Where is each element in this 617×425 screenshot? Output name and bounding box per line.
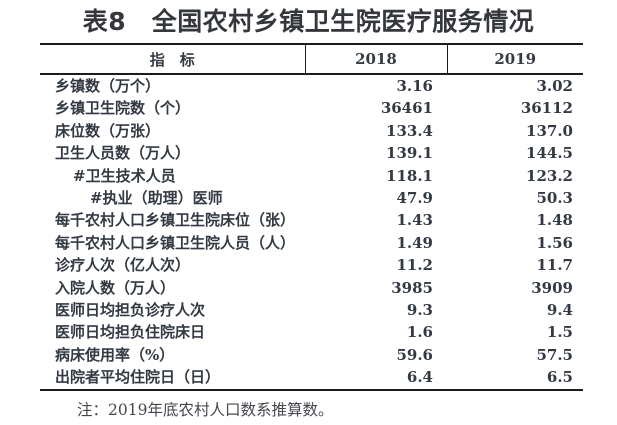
table-title: 表8 全国农村乡镇卫生院医疗服务情况 [82,7,535,36]
indicators-table-wrapper: 指 标 2018 2019 乡镇数（万个） 3.16 3.02 乡镇卫生院数（个… [40,43,583,391]
value-2019: 36112 [520,99,573,118]
row-label: 医师日均担负诊疗人次 [55,301,206,320]
value-2018: 139.1 [386,144,433,163]
value-2018: 3985 [391,278,433,297]
table-row: 医师日均担负住院床日 1.6 1.5 [40,321,583,343]
table-row: 每千农村人口乡镇卫生院人员（人） 1.49 1.56 [40,232,583,254]
row-label: 乡镇卫生院数（个） [55,99,191,118]
footnote: 注：2019年底农村人口数系推算数。 [77,401,334,419]
row-label: 卫生人员数（万人） [55,144,191,163]
value-2019: 3909 [531,278,573,297]
table-row: 入院人数（万人） 3985 3909 [40,277,583,299]
value-2018: 1.43 [396,211,433,230]
col-header-2018: 2018 [304,44,447,75]
row-label: 出院者平均住院日（日） [55,368,221,387]
row-label: 每千农村人口乡镇卫生院床位（张） [55,211,296,230]
table-row: 诊疗人次（亿人次） 11.2 11.7 [40,254,583,276]
value-2018: 36461 [380,99,433,118]
table-row: 卫生人员数（万人） 139.1 144.5 [40,142,583,164]
value-2019: 57.5 [536,345,573,364]
row-label: 病床使用率（%） [55,345,175,364]
value-2019: 3.02 [536,77,573,95]
row-label: 诊疗人次（亿人次） [55,256,191,275]
table-row: #卫生技术人员 118.1 123.2 [40,165,583,187]
value-2018: 9.3 [406,301,433,320]
value-2018: 47.9 [396,189,433,208]
header-row: 指 标 2018 2019 [40,44,583,75]
row-label: 乡镇数（万个） [55,77,161,95]
value-2018: 118.1 [386,166,433,185]
col-header-indicator: 指 标 [40,44,305,75]
table-row: 医师日均担负诊疗人次 9.3 9.4 [40,299,583,321]
value-2018: 6.4 [406,368,433,387]
col-header-2019: 2019 [446,44,583,75]
value-2019: 9.4 [546,301,573,320]
value-2019: 1.56 [536,233,573,252]
row-label: 医师日均担负住院床日 [55,323,206,342]
table-row: 病床使用率（%） 59.6 57.5 [40,344,583,366]
row-label: 床位数（万张） [55,121,161,140]
value-2019: 1.5 [546,323,573,342]
value-2018: 11.2 [396,256,433,275]
table-row: 出院者平均住院日（日） 6.4 6.5 [40,366,583,389]
value-2018: 133.4 [386,121,433,140]
value-2018: 1.49 [396,233,433,252]
row-label: 每千农村人口乡镇卫生院人员（人） [55,233,296,252]
row-label: #卫生技术人员 [73,166,176,185]
value-2019: 1.48 [536,211,573,230]
table-row: 乡镇数（万个） 3.16 3.02 [40,74,583,97]
value-2019: 144.5 [526,144,573,163]
value-2018: 1.6 [406,323,433,342]
row-label: 入院人数（万人） [55,278,176,297]
table-row: #执业（助理）医师 47.9 50.3 [40,187,583,209]
table-row: 每千农村人口乡镇卫生院床位（张） 1.43 1.48 [40,209,583,231]
value-2019: 123.2 [526,166,573,185]
value-2019: 6.5 [546,368,573,387]
value-2019: 50.3 [536,189,573,208]
value-2018: 59.6 [396,345,433,364]
indicators-table: 指 标 2018 2019 乡镇数（万个） 3.16 3.02 乡镇卫生院数（个… [40,43,583,391]
value-2019: 11.7 [536,256,573,275]
value-2018: 3.16 [396,77,433,95]
table-row: 乡镇卫生院数（个） 36461 36112 [40,97,583,119]
value-2019: 137.0 [526,121,573,140]
row-label: #执业（助理）医师 [90,189,223,208]
table-row: 床位数（万张） 133.4 137.0 [40,120,583,142]
